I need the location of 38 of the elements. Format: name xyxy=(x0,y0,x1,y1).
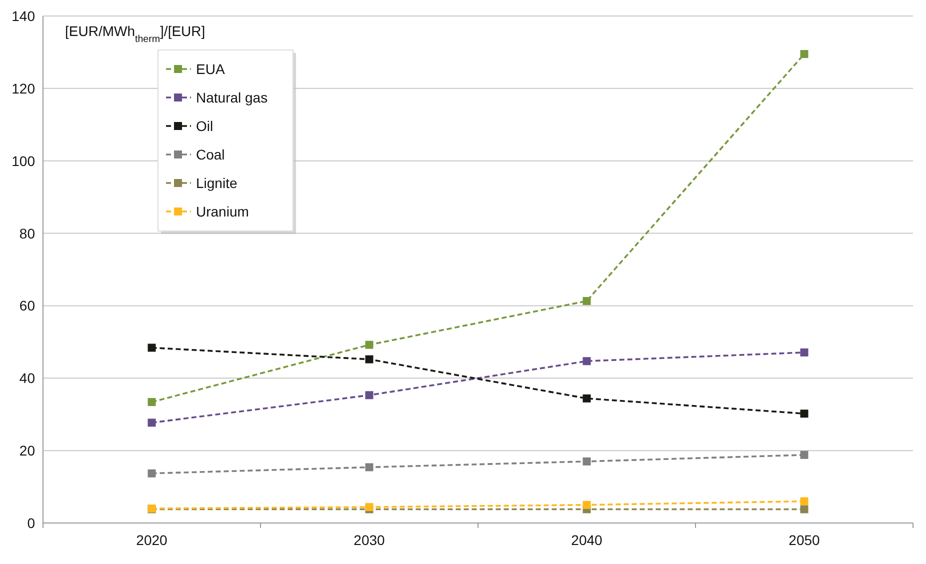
legend-label: Uranium xyxy=(196,204,249,220)
legend-label: Lignite xyxy=(196,175,238,191)
point xyxy=(800,497,808,506)
point xyxy=(365,391,374,400)
point xyxy=(582,394,591,402)
point xyxy=(148,469,156,478)
y-tick-label: 140 xyxy=(12,8,36,24)
x-tick-label: 2040 xyxy=(571,532,603,548)
point xyxy=(800,348,808,356)
point xyxy=(800,450,808,459)
legend-label: Oil xyxy=(196,118,214,134)
point xyxy=(582,297,591,306)
legend-label: Coal xyxy=(196,146,225,162)
y-tick-label: 80 xyxy=(19,225,36,242)
y-tick-label: 40 xyxy=(19,370,36,386)
point xyxy=(582,457,591,466)
point xyxy=(582,357,591,366)
y-tick-label: 0 xyxy=(27,515,36,531)
point xyxy=(800,410,808,418)
point xyxy=(800,505,808,514)
y-tick-label: 120 xyxy=(12,80,36,96)
x-tick-label: 2020 xyxy=(136,532,168,548)
x-tick-label: 2030 xyxy=(354,532,386,548)
point xyxy=(365,463,374,472)
legend-label: Natural gas xyxy=(196,90,268,106)
point xyxy=(800,50,808,58)
point xyxy=(365,355,374,364)
x-tick-label: 2050 xyxy=(788,532,820,548)
y-axis-title: [EUR/MWh$_{therm}$]/[EUR] xyxy=(65,23,206,44)
point xyxy=(148,418,156,427)
y-tick-label: 60 xyxy=(19,298,36,314)
y-tick-label: 100 xyxy=(12,152,36,169)
point xyxy=(148,344,156,352)
point xyxy=(582,500,591,509)
y-tick-label: 20 xyxy=(19,442,36,459)
point xyxy=(148,398,156,406)
point xyxy=(365,340,374,349)
legend-label: EUA xyxy=(196,61,226,77)
